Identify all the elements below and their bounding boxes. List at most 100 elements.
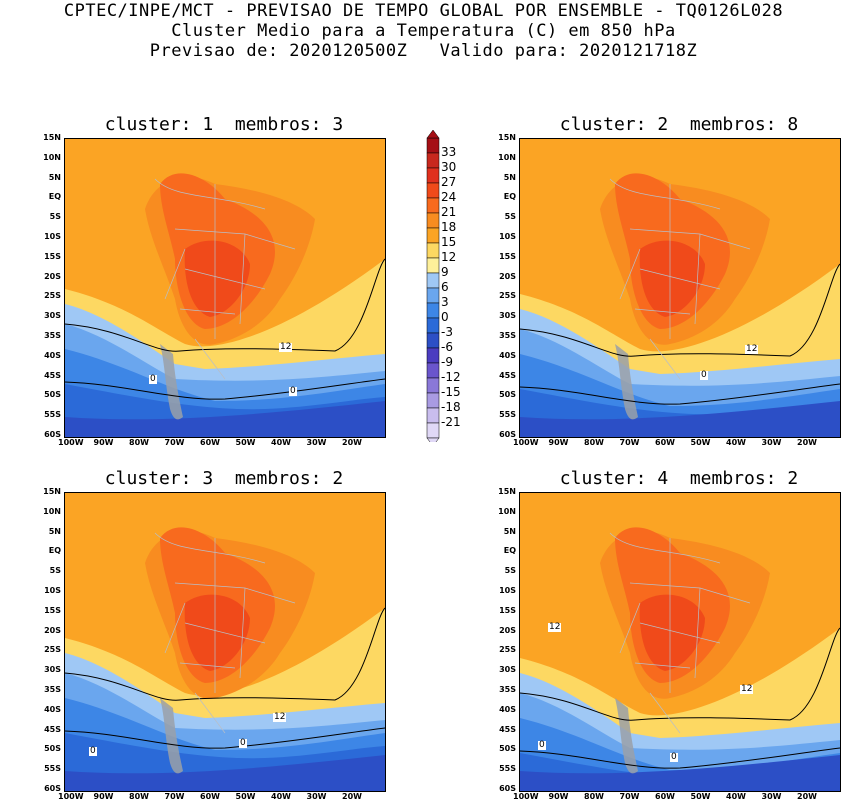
y-tick-label: 50S — [499, 390, 516, 400]
y-tick-label: 40S — [499, 704, 516, 714]
figure-title-line1: CPTEC/INPE/MCT - PREVISAO DE TEMPO GLOBA… — [63, 1, 784, 21]
y-tick-label: 15N — [498, 133, 516, 142]
y-tick-label: 20S — [44, 271, 61, 281]
y-tick-label: 10N — [43, 506, 61, 516]
y-tick-label: 5S — [504, 566, 516, 576]
y-tick-label: 5N — [503, 172, 516, 182]
colorbar-level-label: 30 — [441, 160, 457, 174]
x-tick-label: 40W — [726, 438, 746, 447]
y-tick-label: 45S — [44, 724, 61, 734]
contour-label: 0 — [538, 740, 546, 750]
y-tick-label: 20S — [499, 271, 516, 281]
y-tick-label: EQ — [503, 546, 516, 556]
colorbar-segment — [426, 287, 440, 304]
x-tick-label: 90W — [93, 438, 114, 447]
temperature-field — [65, 493, 385, 791]
y-tick-label: 20S — [44, 625, 61, 635]
y-tick-label: 10N — [498, 506, 516, 516]
y-tick-label: 30S — [44, 665, 61, 675]
y-tick-label: 20S — [499, 625, 516, 635]
colorbar-max-arrow — [426, 130, 440, 139]
colorbar-segment — [426, 407, 440, 424]
x-tick-label: 80W — [129, 792, 149, 801]
y-tick-label: 45S — [44, 370, 61, 380]
y-tick-label: EQ — [503, 192, 516, 202]
y-tick-label: 10S — [499, 586, 516, 595]
colorbar-segment — [426, 212, 440, 229]
contour-label: 12 — [548, 622, 562, 632]
colorbar-level-label: 9 — [441, 265, 449, 279]
contour-label: 12 — [740, 684, 754, 694]
colorbar-segment — [426, 152, 440, 169]
y-tick-label: 5N — [503, 526, 516, 536]
x-tick-label: 100W — [58, 438, 84, 447]
contour-label: 12 — [273, 712, 287, 722]
y-tick-label: 55S — [44, 410, 61, 420]
y-tick-label: 30S — [44, 311, 61, 321]
contour-label: 0 — [670, 752, 678, 762]
y-tick-label: 60S — [44, 430, 61, 439]
x-tick-label: 20W — [797, 438, 817, 447]
y-tick-label: 35S — [499, 685, 516, 694]
y-tick-label: 40S — [44, 350, 61, 360]
x-tick-label: 100W — [513, 792, 539, 801]
colorbar-level-label: 12 — [441, 250, 457, 264]
y-tick-label: EQ — [48, 546, 61, 556]
y-tick-label: 55S — [499, 764, 516, 774]
colorbar-segment — [426, 317, 440, 334]
x-tick-label: 30W — [306, 438, 327, 447]
x-tick-label: 60W — [655, 438, 675, 447]
x-tick-label: 90W — [548, 438, 569, 447]
colorbar-segment — [426, 377, 440, 394]
x-tick-label: 20W — [342, 438, 362, 447]
panel-2-title: cluster: 2 membros: 8 — [559, 114, 799, 135]
colorbar-segment — [426, 227, 440, 244]
y-tick-label: 55S — [44, 764, 61, 774]
x-tick-label: 40W — [271, 438, 291, 447]
temperature-field — [65, 139, 385, 437]
x-tick-label: 30W — [761, 792, 782, 801]
x-tick-label: 60W — [200, 792, 220, 801]
colorbar-level-label: 27 — [441, 175, 457, 189]
y-tick-label: 25S — [499, 291, 516, 301]
y-tick-label: 25S — [499, 645, 516, 655]
panel-3-map: 12 0 0 — [64, 492, 386, 792]
x-tick-label: 50W — [235, 438, 256, 447]
figure-title-line2: Cluster Medio para a Temperatura (C) em … — [171, 21, 676, 41]
x-tick-label: 70W — [619, 438, 640, 447]
y-tick-label: 25S — [44, 645, 61, 655]
colorbar-level-label: 21 — [441, 205, 457, 219]
y-tick-label: 10S — [499, 232, 516, 241]
y-tick-label: 40S — [44, 704, 61, 714]
y-tick-label: 60S — [499, 430, 516, 439]
figure-title-line3: Previsao de: 2020120500Z Valido para: 20… — [149, 41, 698, 61]
colorbar-segment — [426, 347, 440, 364]
y-tick-label: 15S — [44, 251, 61, 261]
contour-label: 12 — [279, 342, 293, 352]
y-tick-label: 5S — [49, 566, 61, 576]
x-tick-label: 100W — [58, 792, 84, 801]
y-tick-label: 50S — [44, 390, 61, 400]
colorbar-level-label: 3 — [441, 295, 449, 309]
colorbar-level-label: -6 — [441, 340, 453, 354]
x-tick-label: 20W — [797, 792, 817, 801]
colorbar-segment — [426, 332, 440, 349]
colorbar-segment — [426, 257, 440, 274]
panel-4-title: cluster: 4 membros: 2 — [559, 468, 799, 489]
x-tick-label: 50W — [690, 438, 711, 447]
x-tick-label: 90W — [548, 792, 569, 801]
y-tick-label: 25S — [44, 291, 61, 301]
contour-label: 0 — [289, 386, 297, 396]
y-tick-label: 10N — [43, 152, 61, 162]
contour-label: 0 — [700, 370, 708, 380]
colorbar-segment — [426, 272, 440, 289]
x-tick-label: 50W — [235, 792, 256, 801]
y-tick-label: 5S — [504, 212, 516, 222]
y-tick-label: 60S — [44, 784, 61, 793]
y-tick-label: 50S — [499, 744, 516, 754]
x-tick-label: 70W — [619, 792, 640, 801]
y-tick-label: 5N — [48, 526, 61, 536]
x-tick-label: 80W — [584, 792, 604, 801]
y-tick-label: EQ — [48, 192, 61, 202]
colorbar-level-label: 24 — [441, 190, 457, 204]
